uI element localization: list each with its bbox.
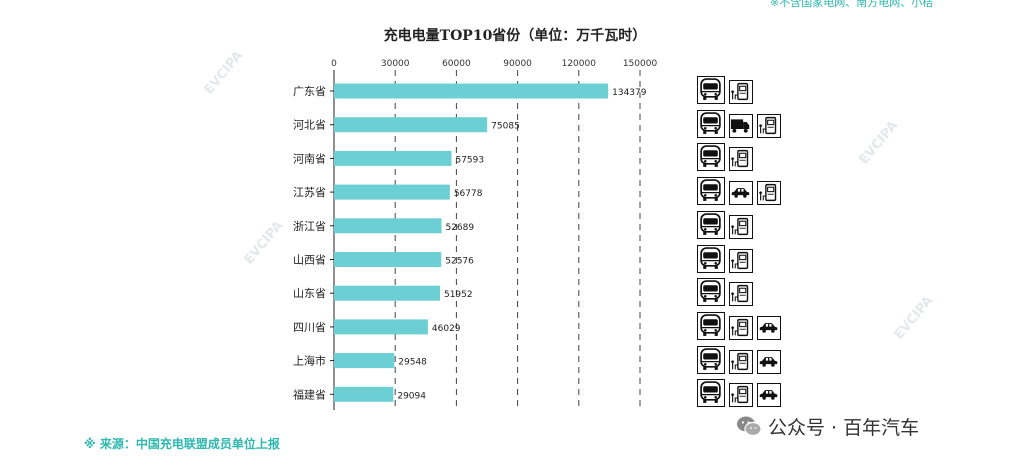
charger-icon: [729, 383, 753, 408]
bar: [334, 319, 428, 335]
bar: [334, 353, 395, 369]
bus-icon: [697, 244, 725, 273]
vehicle-type-row: [697, 311, 781, 340]
category-label: 广东省: [293, 85, 326, 98]
category-label: 浙江省: [293, 220, 326, 233]
charger-icon: [729, 214, 753, 239]
source-note: ※ 来源：中国充电联盟成员单位上报: [84, 437, 280, 451]
charger-icon: [729, 282, 753, 307]
car-icon: [729, 181, 753, 206]
vehicle-type-row: [697, 278, 753, 307]
truck-icon: [729, 113, 753, 138]
bus-icon: [697, 345, 725, 374]
category-label: 四川省: [293, 321, 326, 334]
value-label: 57593: [455, 155, 484, 165]
bus-icon: [697, 210, 725, 239]
bar: [334, 83, 609, 99]
charger-icon: [729, 147, 753, 172]
bus-icon: [697, 311, 725, 340]
category-label: 山西省: [293, 254, 326, 267]
category-label: 河南省: [293, 152, 326, 165]
bus-icon: [697, 379, 725, 408]
value-label: 75085: [491, 122, 520, 132]
charger-icon: [757, 113, 781, 138]
x-tick-label: 30000: [381, 59, 410, 69]
category-label: 河北省: [293, 119, 326, 132]
vehicle-type-row: [697, 210, 753, 239]
category-label: 江苏省: [293, 186, 326, 199]
brand-name: 公众号 · 百年汽车: [768, 416, 920, 439]
vehicle-type-row: [697, 244, 753, 273]
chart-title: 充电电量TOP10省份（单位：万千瓦时）: [384, 27, 647, 44]
watermark-text: EVCIPA: [857, 118, 902, 167]
value-label: 46029: [432, 324, 461, 334]
value-label: 52689: [445, 223, 474, 233]
value-label: 134379: [612, 88, 647, 98]
charger-icon: [729, 80, 753, 104]
value-label: 52576: [445, 257, 474, 267]
car-icon: [757, 315, 781, 340]
vehicle-type-row: [697, 109, 781, 138]
car-icon: [757, 349, 781, 374]
bus-icon: [697, 76, 725, 104]
vehicle-type-row: [697, 345, 781, 374]
vehicle-type-row: [697, 143, 753, 172]
category-label: 上海市: [293, 354, 326, 368]
value-label: 29548: [398, 358, 427, 368]
bar: [334, 386, 394, 402]
charger-icon: [757, 181, 781, 206]
bar: [334, 252, 442, 267]
watermark-text: EVCIPA: [892, 293, 937, 342]
vehicle-type-row: [697, 379, 781, 408]
x-tick-label: 60000: [442, 59, 471, 69]
x-tick-label: 90000: [503, 59, 532, 69]
bar: [334, 117, 488, 133]
charger-icon: [729, 248, 753, 273]
x-tick-label: 120000: [562, 59, 597, 69]
watermark-text: EVCIPA: [202, 48, 247, 97]
bar: [334, 285, 440, 301]
value-label: 56778: [454, 189, 483, 199]
bus-icon: [697, 278, 725, 307]
bus-icon: [697, 109, 725, 138]
value-label: 51952: [444, 290, 473, 300]
bar: [334, 218, 442, 234]
vehicle-type-row: [697, 76, 753, 104]
watermark-text: EVCIPA: [242, 218, 287, 267]
bus-icon: [697, 143, 725, 172]
x-tick-label: 150000: [623, 59, 658, 69]
wechat-icon: [736, 415, 762, 437]
x-tick-label: 0: [331, 59, 337, 69]
charger-icon: [729, 349, 753, 374]
bar: [334, 150, 452, 166]
category-label: 山东省: [293, 287, 326, 300]
vehicle-type-row: [697, 177, 781, 206]
value-label: 29094: [397, 391, 426, 401]
category-label: 福建省: [293, 387, 326, 401]
bar: [334, 184, 450, 200]
charger-icon: [729, 315, 753, 340]
brand-mark: 公众号 · 百年汽车: [736, 413, 919, 439]
car-icon: [757, 383, 781, 408]
bus-icon: [697, 177, 725, 206]
top-note: ※不含国家电网、南方电网、小桔: [770, 0, 934, 9]
